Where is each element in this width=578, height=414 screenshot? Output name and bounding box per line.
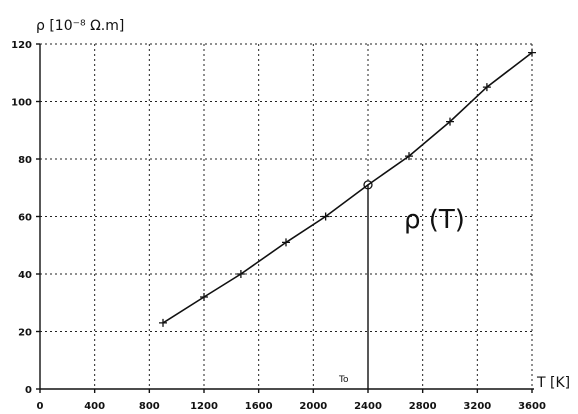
x-tick-label-1: 400 xyxy=(84,401,105,412)
series-layer xyxy=(159,48,536,327)
to-marker-label: To xyxy=(338,375,349,385)
curve-annotation: ρ (T) xyxy=(404,205,465,235)
data-point-7 xyxy=(482,83,491,92)
y-tick-label-6: 120 xyxy=(11,40,32,51)
x-tick-label-4: 1600 xyxy=(245,401,273,412)
data-point-3 xyxy=(282,238,290,247)
series-line xyxy=(162,51,533,324)
y-tick-label-5: 100 xyxy=(11,98,32,109)
x-tick-label-3: 1200 xyxy=(190,401,218,412)
axes xyxy=(36,43,534,393)
y-tick-label-0: 0 xyxy=(25,385,32,396)
tick-labels: 0 400 800 1200 1600 2000 2400 2800 3200 3600 0 20 40… xyxy=(11,40,546,412)
data-point-5 xyxy=(405,152,413,161)
data-point-2 xyxy=(236,270,245,278)
data-point-4 xyxy=(321,212,330,221)
grid xyxy=(40,43,533,389)
y-tick-label-1: 20 xyxy=(18,328,32,339)
data-point-0 xyxy=(159,318,167,327)
data-point-8 xyxy=(528,48,536,57)
y-tick-label-3: 60 xyxy=(18,213,32,224)
x-tick-label-6: 2400 xyxy=(354,401,382,412)
x-tick-label-9: 3600 xyxy=(518,401,546,412)
annotations xyxy=(363,180,373,389)
x-tick-label-7: 2800 xyxy=(409,401,437,412)
x-tick-label-2: 800 xyxy=(139,401,160,412)
to-highlight-point xyxy=(363,180,373,190)
y-tick-label-2: 40 xyxy=(18,270,32,281)
y-tick-label-4: 80 xyxy=(18,155,32,166)
data-point-1 xyxy=(200,293,208,301)
x-axis-label: T [K] xyxy=(536,375,570,391)
x-tick-label-8: 3200 xyxy=(463,401,491,412)
x-tick-label-0: 0 xyxy=(37,401,44,412)
y-axis-label: ρ [10⁻⁸ Ω.m] xyxy=(36,18,124,34)
x-tick-label-5: 2000 xyxy=(299,401,327,412)
data-point-6 xyxy=(446,117,454,126)
